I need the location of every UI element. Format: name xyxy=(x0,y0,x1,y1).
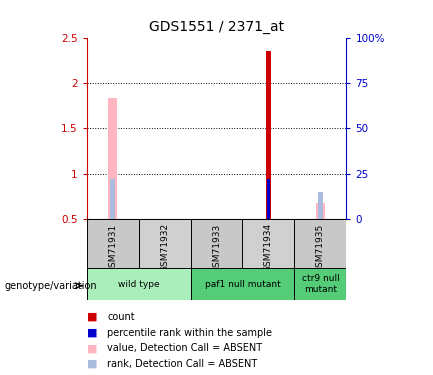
Text: GSM71935: GSM71935 xyxy=(316,223,325,273)
Bar xyxy=(191,219,242,268)
Bar xyxy=(318,192,323,219)
Text: GSM71933: GSM71933 xyxy=(212,223,221,273)
Text: paf1 null mutant: paf1 null mutant xyxy=(205,280,280,289)
Bar xyxy=(191,268,294,300)
Bar xyxy=(294,268,346,300)
Bar xyxy=(110,179,115,219)
Bar xyxy=(139,219,191,268)
Bar xyxy=(108,98,117,219)
Text: ■: ■ xyxy=(87,312,97,322)
Text: ■: ■ xyxy=(87,359,97,369)
Bar xyxy=(266,51,271,219)
Text: rank, Detection Call = ABSENT: rank, Detection Call = ABSENT xyxy=(107,359,258,369)
Bar xyxy=(242,219,294,268)
Bar xyxy=(87,268,191,300)
Bar xyxy=(294,219,346,268)
Text: GSM71932: GSM71932 xyxy=(160,223,169,272)
Text: value, Detection Call = ABSENT: value, Detection Call = ABSENT xyxy=(107,344,262,353)
Text: count: count xyxy=(107,312,135,322)
Text: ctr9 null
mutant: ctr9 null mutant xyxy=(301,274,339,294)
Bar xyxy=(267,179,270,219)
Text: ■: ■ xyxy=(87,328,97,338)
Text: wild type: wild type xyxy=(118,280,159,289)
Text: GSM71934: GSM71934 xyxy=(264,223,273,272)
Text: ■: ■ xyxy=(87,344,97,353)
Text: genotype/variation: genotype/variation xyxy=(4,281,97,291)
Text: percentile rank within the sample: percentile rank within the sample xyxy=(107,328,272,338)
Bar xyxy=(87,219,139,268)
Text: GSM71931: GSM71931 xyxy=(108,223,117,273)
Title: GDS1551 / 2371_at: GDS1551 / 2371_at xyxy=(149,20,284,34)
Bar xyxy=(316,203,325,219)
